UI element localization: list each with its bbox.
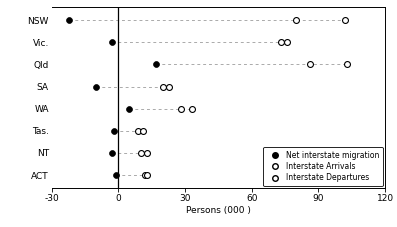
Point <box>278 40 284 44</box>
Point <box>142 173 148 177</box>
Point <box>144 173 150 177</box>
Point <box>166 85 173 88</box>
Point <box>113 173 119 177</box>
Point <box>153 63 159 66</box>
Point <box>189 107 195 111</box>
Point <box>342 18 348 22</box>
Point <box>135 129 141 133</box>
Point <box>126 107 133 111</box>
Point <box>293 18 299 22</box>
Point <box>108 40 115 44</box>
Point <box>140 129 146 133</box>
X-axis label: Persons (000 ): Persons (000 ) <box>186 206 251 215</box>
Point <box>306 63 313 66</box>
Point <box>177 107 184 111</box>
Point <box>144 151 150 155</box>
Point <box>137 151 144 155</box>
Point <box>108 151 115 155</box>
Point <box>284 40 291 44</box>
Point <box>93 85 99 88</box>
Point <box>111 129 117 133</box>
Point <box>160 85 166 88</box>
Point <box>344 63 351 66</box>
Legend: Net interstate migration, Interstate Arrivals, Interstate Departures: Net interstate migration, Interstate Arr… <box>264 147 383 186</box>
Point <box>66 18 73 22</box>
